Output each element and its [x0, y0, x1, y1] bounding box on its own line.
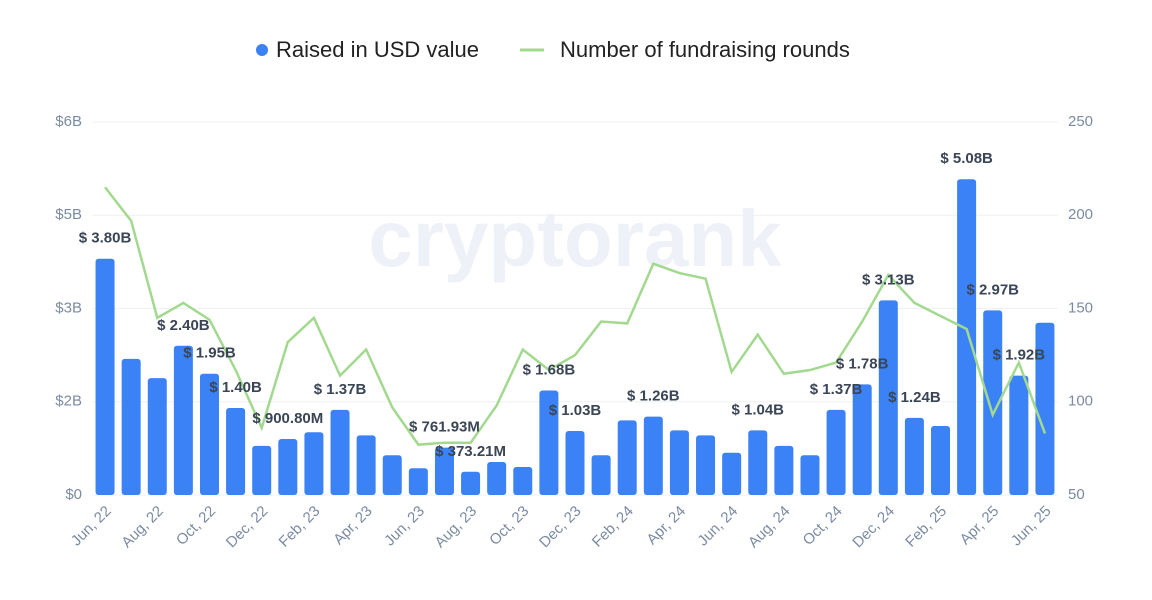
bar — [643, 416, 663, 495]
bar — [121, 358, 141, 495]
data-label: $ 1.37B — [314, 381, 367, 398]
data-label: $ 2.97B — [966, 281, 1019, 298]
x-tick-label: Aug, 23 — [432, 503, 481, 552]
y2-tick-label: 150 — [1068, 299, 1093, 316]
data-label: $ 3.80B — [79, 230, 132, 247]
data-label: $ 1.78B — [836, 355, 889, 372]
data-label: $ 2.40B — [157, 317, 210, 334]
bar — [852, 384, 872, 495]
x-tick-label: Dec, 22 — [223, 503, 272, 552]
bar — [382, 455, 402, 495]
bar — [1035, 322, 1055, 495]
legend-label: Number of fundraising rounds — [560, 37, 850, 62]
x-tick-label: Feb, 24 — [589, 503, 637, 551]
x-tick-label: Feb, 25 — [902, 503, 950, 551]
data-label: $ 1.03B — [549, 402, 602, 419]
y2-tick-label: 100 — [1068, 393, 1093, 410]
bar — [539, 390, 559, 495]
legend-marker — [256, 44, 268, 56]
bar — [904, 417, 924, 495]
bar — [931, 425, 951, 495]
y-tick-label: $0 — [65, 486, 82, 503]
x-tick-label: Apr, 25 — [957, 503, 1003, 549]
bar — [461, 471, 481, 495]
x-tick-label: Jun, 24 — [694, 503, 741, 550]
x-tick-label: Aug, 22 — [118, 503, 167, 552]
bar — [878, 300, 898, 495]
bar — [565, 430, 585, 495]
bar — [669, 430, 689, 495]
bar — [957, 179, 977, 495]
data-label: $ 900.80M — [252, 410, 323, 427]
y2-tick-label: 250 — [1068, 113, 1093, 130]
bar — [330, 409, 350, 495]
data-label: $ 1.24B — [888, 389, 941, 406]
bar — [173, 345, 193, 495]
data-label: $ 1.95B — [183, 345, 236, 362]
legend-label: Raised in USD value — [276, 37, 479, 62]
data-label: $ 1.40B — [209, 379, 262, 396]
x-tick-label: Feb, 23 — [276, 503, 324, 551]
bar — [774, 445, 794, 495]
x-tick-label: Oct, 23 — [486, 503, 532, 549]
bar — [199, 373, 219, 495]
watermark: cryptorank — [368, 194, 782, 283]
bar — [826, 409, 846, 495]
bar — [513, 467, 533, 495]
bar — [696, 435, 716, 495]
data-label: $ 373.21M — [435, 443, 506, 460]
bar — [434, 447, 454, 495]
line — [104, 186, 1047, 446]
x-tick-label: Aug, 24 — [745, 503, 794, 552]
data-label: $ 5.08B — [940, 150, 993, 167]
y-tick-label: $3B — [55, 299, 82, 316]
bar — [304, 432, 324, 495]
x-tick-label: Apr, 24 — [643, 503, 689, 549]
bar — [722, 452, 742, 495]
x-tick-label: Dec, 24 — [849, 503, 898, 552]
x-tick-label: Jun, 25 — [1008, 503, 1055, 550]
bar — [617, 420, 637, 495]
y-tick-label: $2B — [55, 393, 82, 410]
y2-tick-label: 200 — [1068, 206, 1093, 223]
x-tick-label: Apr, 23 — [330, 503, 376, 549]
data-label: $ 1.92B — [993, 347, 1046, 364]
bar — [800, 455, 820, 495]
bar — [487, 462, 507, 495]
x-tick-label: Oct, 24 — [799, 503, 845, 549]
bar — [591, 455, 611, 495]
data-label: $ 1.04B — [731, 401, 784, 418]
data-label: $ 1.26B — [627, 388, 680, 405]
bar — [226, 407, 246, 495]
data-label: $ 1.68B — [523, 362, 576, 379]
y-tick-label: $6B — [55, 113, 82, 130]
bar — [748, 430, 768, 495]
y2-tick-label: 50 — [1068, 486, 1085, 503]
data-label: $ 761.93M — [409, 419, 480, 436]
bar — [95, 258, 115, 495]
x-tick-label: Jun, 23 — [381, 503, 428, 550]
bar — [408, 468, 428, 495]
x-tick-label: Oct, 22 — [173, 503, 219, 549]
data-label: $ 3.13B — [862, 271, 915, 288]
bar — [1009, 375, 1029, 495]
bar — [356, 435, 376, 495]
x-tick-label: Dec, 23 — [536, 503, 585, 552]
bar — [147, 378, 167, 495]
bar — [252, 445, 272, 495]
x-tick-label: Jun, 22 — [68, 503, 115, 550]
bar — [983, 310, 1003, 495]
bar — [278, 439, 298, 495]
y-tick-label: $5B — [55, 206, 82, 223]
data-label: $ 1.37B — [810, 381, 863, 398]
